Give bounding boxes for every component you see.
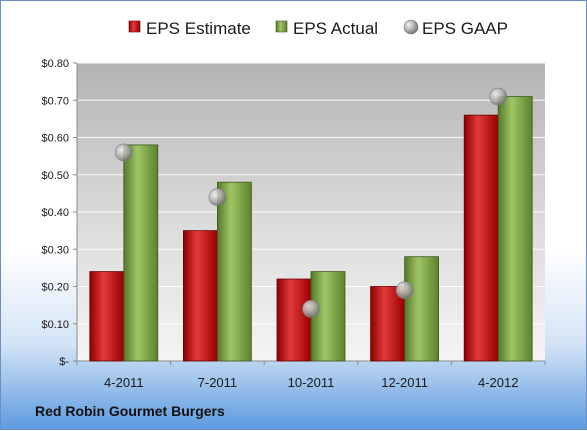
y-tick-label: $0.50	[41, 170, 69, 182]
legend-label: EPS Estimate	[146, 19, 251, 38]
y-tick-label: $0.30	[41, 244, 69, 256]
plot-area: $- $0.10 $0.20 $0.30 $0.40 $0.50 $0.60 $0.70 $0.…	[41, 58, 546, 390]
legend-swatch	[403, 19, 419, 35]
point-eps-gaap	[115, 143, 133, 162]
point-eps-gaap	[208, 188, 227, 206]
point-eps-gaap	[489, 87, 508, 106]
bar-eps-actual	[216, 181, 252, 362]
y-tick-label: $0.10	[41, 319, 69, 331]
point-eps-gaap	[395, 281, 414, 300]
bar-eps-actual	[123, 144, 159, 362]
x-tick-label: 4-2011	[104, 375, 144, 390]
x-tick-label: 10-2011	[288, 375, 335, 390]
x-tick-label: 7-2011	[198, 375, 238, 390]
legend: EPS Estimate EPS Actual EPS GAAP	[128, 19, 508, 38]
y-tick-label: $0.70	[41, 95, 69, 107]
legend-swatch	[275, 20, 288, 33]
y-tick-label: $0.80	[41, 58, 69, 70]
legend-label: EPS GAAP	[422, 19, 508, 38]
bar-eps-actual	[497, 96, 533, 362]
bar-eps-actual	[310, 271, 346, 362]
y-tick-label: $0.60	[41, 133, 69, 145]
bar-eps-actual	[404, 256, 440, 362]
y-tick-label: $0.20	[41, 282, 69, 294]
bar-eps-estimate	[463, 114, 499, 362]
y-tick-label: $0.40	[41, 207, 69, 219]
bar-eps-estimate	[89, 271, 125, 362]
x-tick-label: 4-2012	[478, 375, 518, 390]
y-tick-label: $-	[59, 356, 69, 368]
bar-eps-estimate	[276, 278, 312, 362]
company-name: Red Robin Gourmet Burgers	[35, 403, 225, 419]
legend-label: EPS Actual	[293, 19, 378, 38]
legend-swatch	[128, 20, 141, 33]
bar-eps-estimate	[370, 286, 406, 362]
point-eps-gaap	[302, 300, 320, 318]
bar-eps-estimate	[182, 230, 218, 362]
x-tick-label: 12-2011	[381, 375, 428, 390]
